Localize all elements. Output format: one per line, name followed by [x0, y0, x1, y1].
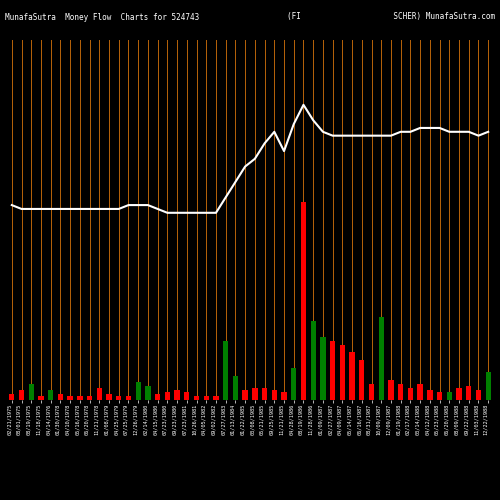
Bar: [330, 340, 336, 400]
Bar: [68, 396, 73, 400]
Bar: [398, 384, 404, 400]
Bar: [48, 390, 54, 400]
Bar: [350, 352, 355, 400]
Bar: [456, 388, 462, 400]
Bar: [87, 396, 92, 400]
Bar: [204, 396, 209, 400]
Bar: [340, 344, 345, 400]
Bar: [310, 321, 316, 400]
Bar: [116, 396, 121, 400]
Text: MunafaSutra  Money Flow  Charts for 524743: MunafaSutra Money Flow Charts for 524743: [5, 12, 199, 22]
Bar: [106, 394, 112, 400]
Text: (FI                    SCHER) MunafaSutra.com: (FI SCHER) MunafaSutra.com: [287, 12, 495, 22]
Bar: [155, 394, 160, 400]
Bar: [242, 390, 248, 400]
Bar: [38, 396, 44, 400]
Bar: [77, 396, 82, 400]
Bar: [184, 392, 190, 400]
Bar: [19, 390, 24, 400]
Bar: [262, 388, 268, 400]
Bar: [486, 372, 491, 400]
Bar: [126, 396, 131, 400]
Bar: [252, 388, 258, 400]
Bar: [446, 392, 452, 400]
Bar: [291, 368, 296, 400]
Bar: [232, 376, 238, 400]
Bar: [282, 392, 286, 400]
Bar: [145, 386, 150, 400]
Bar: [369, 384, 374, 400]
Bar: [9, 394, 15, 400]
Bar: [466, 386, 471, 400]
Bar: [194, 396, 199, 400]
Bar: [272, 390, 277, 400]
Bar: [301, 202, 306, 400]
Bar: [28, 384, 34, 400]
Bar: [359, 360, 364, 400]
Bar: [96, 388, 102, 400]
Bar: [427, 390, 432, 400]
Bar: [388, 380, 394, 400]
Bar: [476, 390, 481, 400]
Bar: [174, 390, 180, 400]
Bar: [437, 392, 442, 400]
Bar: [164, 392, 170, 400]
Bar: [378, 317, 384, 400]
Bar: [136, 382, 141, 400]
Bar: [214, 396, 218, 400]
Bar: [408, 388, 413, 400]
Bar: [223, 340, 228, 400]
Bar: [320, 336, 326, 400]
Bar: [58, 394, 63, 400]
Bar: [418, 384, 423, 400]
